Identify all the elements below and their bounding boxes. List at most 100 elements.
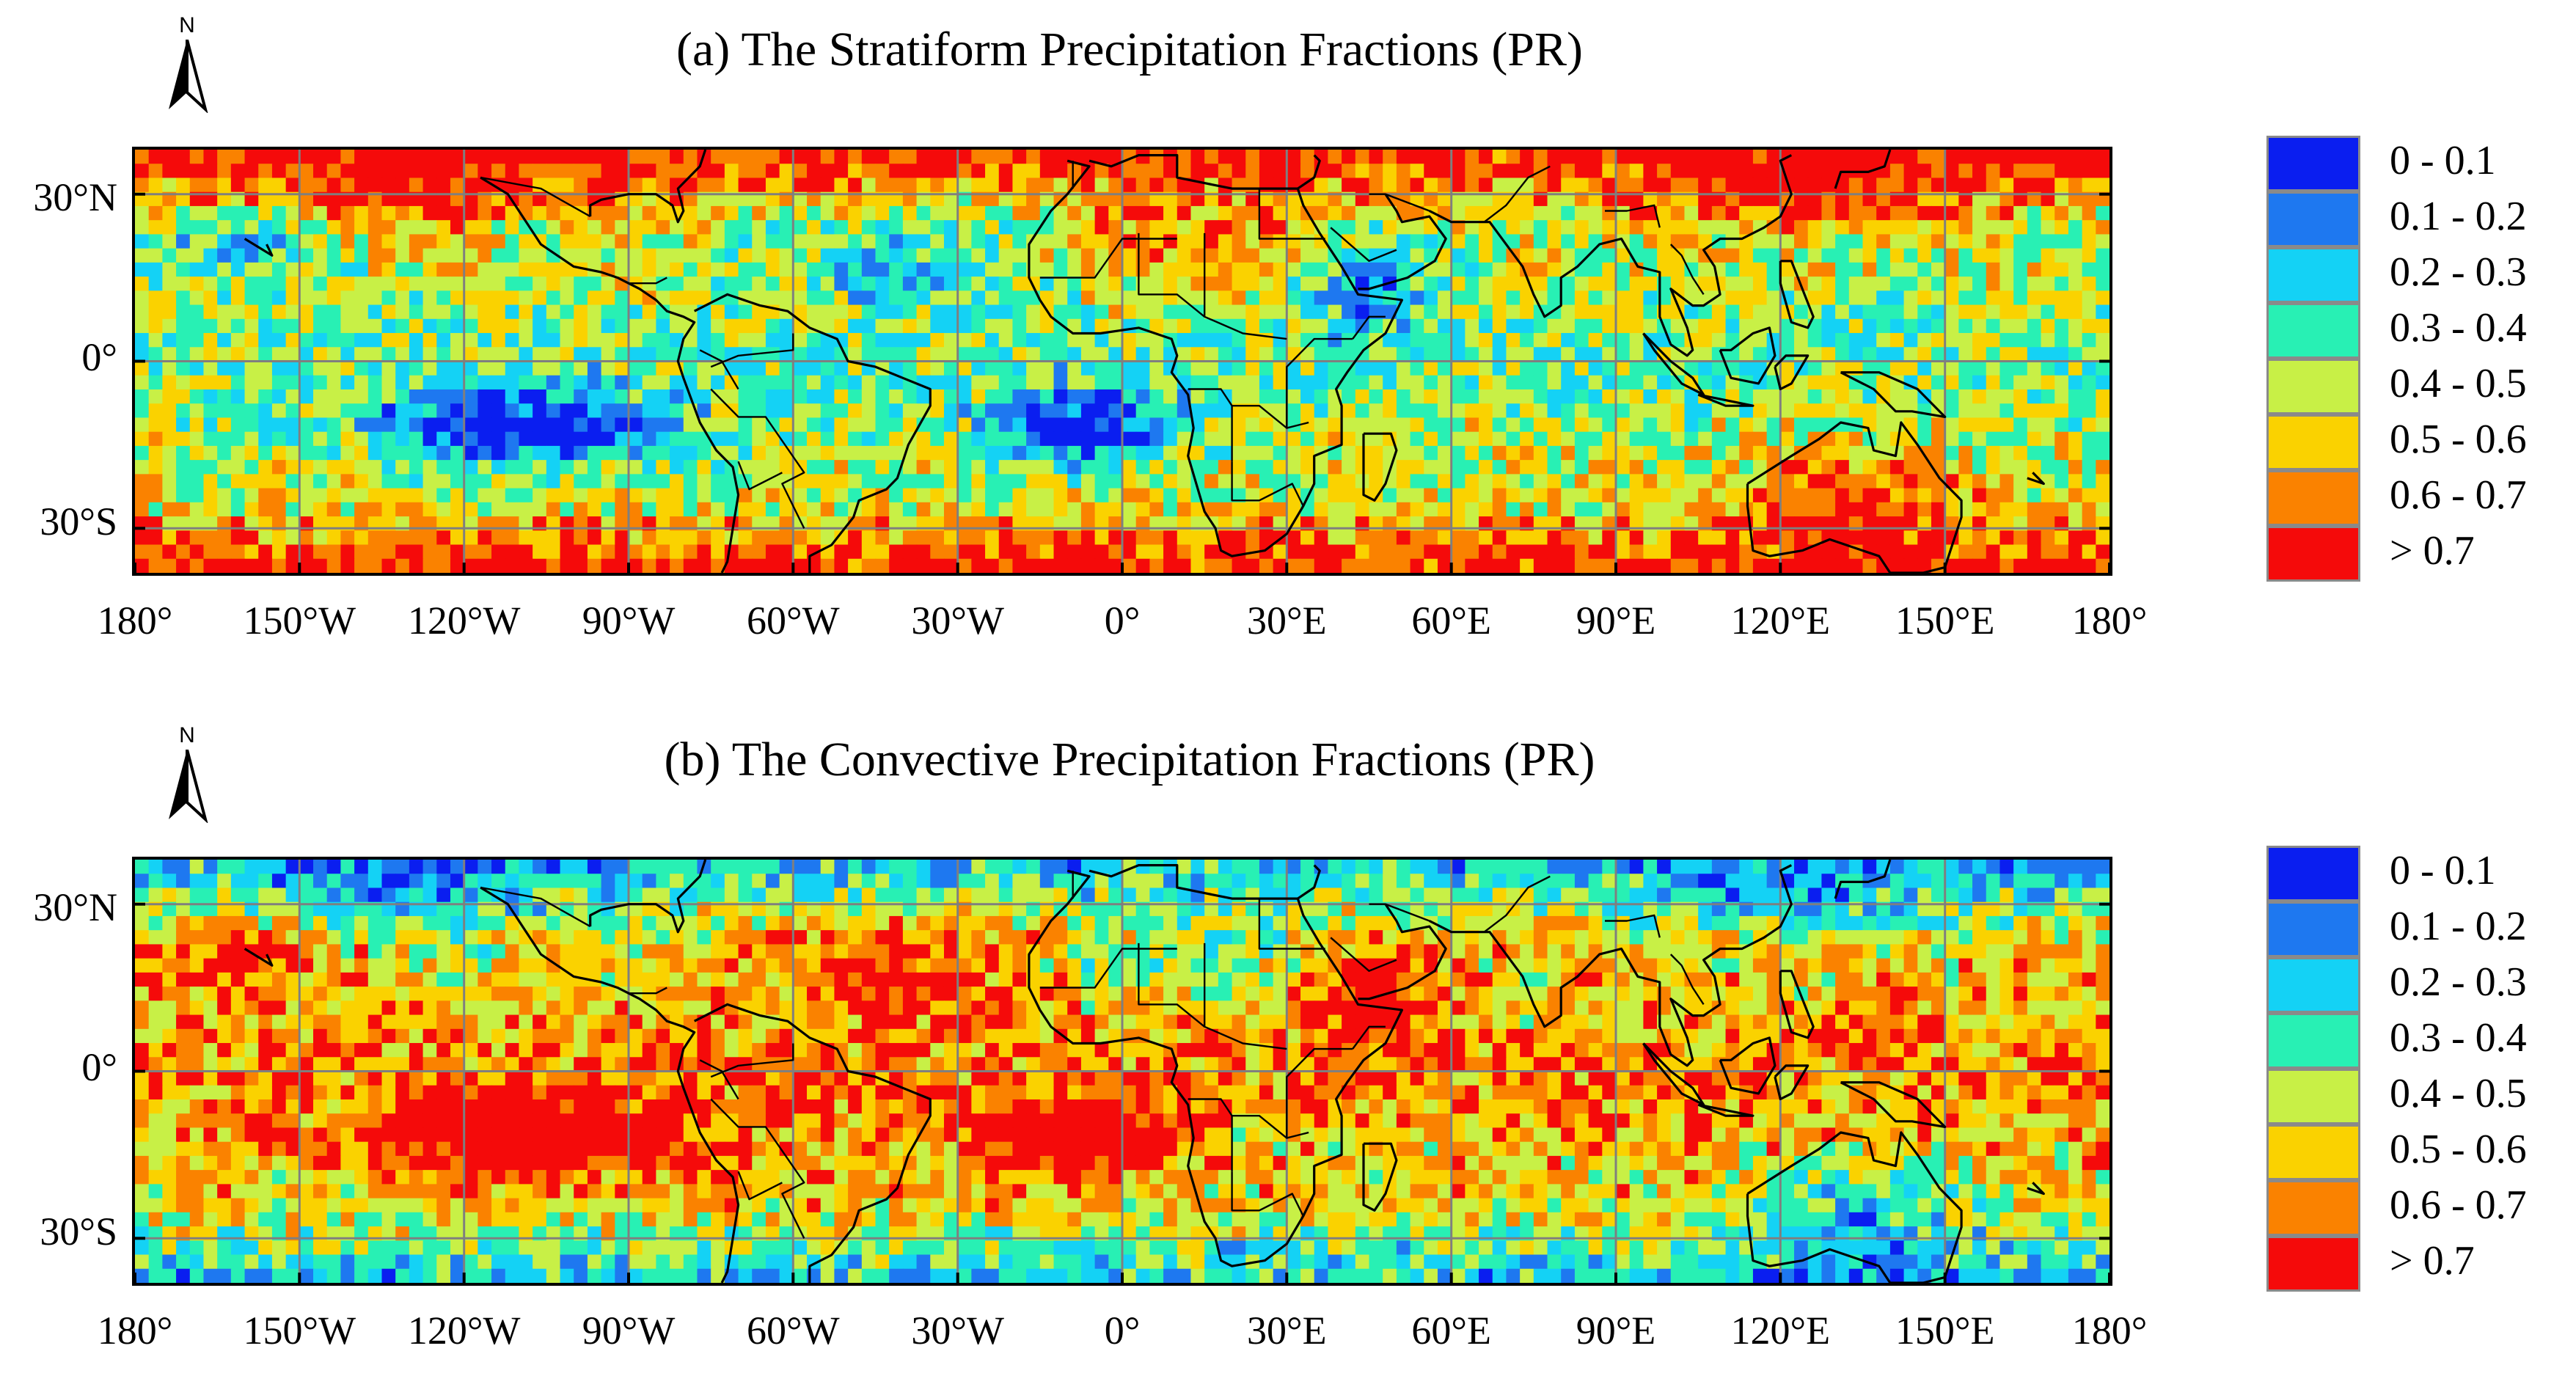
heatmap-cell [395,150,409,164]
heatmap-cell [1821,333,1835,348]
heatmap-cell [1575,362,1589,376]
heatmap-cell [505,446,519,461]
heatmap-cell [149,488,163,503]
heatmap-cell [1616,860,1630,874]
heatmap-cell [1177,319,1191,334]
heatmap-cell [1643,164,1657,178]
heatmap-cell [436,178,450,192]
heatmap-cell [1534,559,1548,573]
heatmap-cell [1012,206,1026,221]
heatmap-cell [149,432,163,447]
heatmap-cell [1149,403,1163,418]
heatmap-cell [1575,888,1589,902]
heatmap-cell [135,263,149,277]
heatmap-cell [231,277,245,291]
heatmap-cell [162,559,176,573]
heatmap-cell [1575,530,1589,545]
heatmap-cell [313,874,327,888]
heatmap-cell [1999,347,2013,362]
heatmap-cell [697,488,711,503]
heatmap-cell [766,164,780,178]
lat-label-30s: 30°S [7,499,117,544]
heatmap-cell [1245,347,1259,362]
heatmap-cell [477,488,491,503]
heatmap-cell [2041,559,2055,573]
heatmap-cell [299,164,313,178]
heatmap-cell [382,874,396,888]
heatmap-cell [1986,362,2000,376]
heatmap-cell [601,460,615,475]
legend-label: 0.2 - 0.3 [2390,249,2527,296]
heatmap-cell [2027,860,2041,874]
heatmap-cell [464,277,478,291]
heatmap-cell [231,164,245,178]
heatmap-cell [2041,888,2055,902]
heatmap-cell [1630,178,1644,192]
heatmap-cell [395,263,409,277]
heatmap-cell [1616,460,1630,475]
heatmap-cell [862,220,876,235]
heatmap-cell [862,417,876,432]
heatmap-cell [1054,502,1068,517]
heatmap-cell [766,502,780,517]
heatmap-cell [1726,545,1740,560]
heatmap-cell [1067,347,1081,362]
heatmap-cell [2013,263,2027,277]
heatmap-cell [560,488,574,503]
heatmap-cell [944,530,958,545]
heatmap-cell [1465,263,1479,277]
heatmap-cell [313,263,327,277]
heatmap-cell [395,389,409,404]
heatmap-cell [1712,502,1726,517]
heatmap-cell [793,545,807,560]
heatmap-cell [258,305,272,320]
heatmap-cell [574,403,588,418]
heatmap-cell [2068,559,2082,573]
heatmap-cell [1863,860,1877,874]
heatmap-cell [1314,888,1328,902]
heatmap-cell [1931,545,1945,560]
heatmap-cell [546,220,560,235]
heatmap-cell [1534,220,1548,235]
heatmap-cell [1424,220,1438,235]
heatmap-cell [971,559,985,573]
heatmap-cell [876,860,890,874]
heatmap-cell [1369,888,1383,902]
heatmap-cell [1245,290,1259,305]
heatmap-cell [821,417,835,432]
heatmap-cell [1945,403,1959,418]
heatmap-cell [1218,220,1232,235]
heatmap-cell [1575,234,1589,249]
heatmap-cell [450,206,464,221]
heatmap-cell [684,502,698,517]
heatmap-cell [601,502,615,517]
heatmap-cell [519,290,533,305]
heatmap-cell [286,164,300,178]
heatmap-cell [149,290,163,305]
heatmap-cell [1012,249,1026,263]
heatmap-cell [834,502,848,517]
heatmap-cell [944,474,958,488]
heatmap-cell [1753,290,1767,305]
heatmap-cell [1122,277,1136,291]
heatmap-cell [1575,290,1589,305]
heatmap-cell [1026,559,1040,573]
heatmap-cell [2041,319,2055,334]
heatmap-cell [1917,305,1931,320]
heatmap-cell [1204,249,1218,263]
heatmap-cell [1232,333,1246,348]
heatmap-cell [2096,474,2110,488]
legend-label: 0.6 - 0.7 [2390,472,2527,519]
heatmap-cell [1026,333,1040,348]
heatmap-cell [889,417,903,432]
heatmap-cell [1671,263,1685,277]
heatmap-cell [1671,150,1685,164]
heatmap-cell [1945,220,1959,235]
heatmap-cell [1259,502,1273,517]
heatmap-cell [1602,474,1616,488]
heatmap-cell [629,362,643,376]
heatmap-cell [395,178,409,192]
heatmap-cell [327,150,341,164]
heatmap-cell [1163,164,1177,178]
heatmap-cell [450,432,464,447]
